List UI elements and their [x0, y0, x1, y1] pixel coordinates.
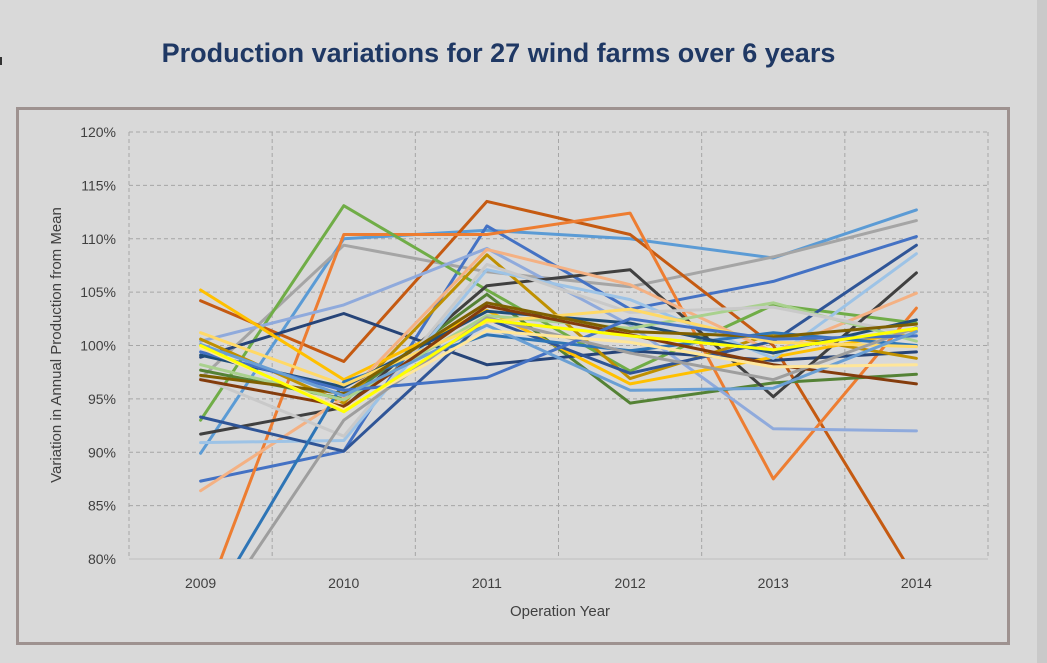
series-line [199, 262, 918, 438]
series-line [199, 317, 918, 392]
series-line [219, 211, 918, 559]
right-edge-panel [1037, 0, 1047, 663]
series-line [199, 318, 918, 414]
series-line [199, 252, 918, 445]
series-line [199, 243, 918, 453]
series-line [199, 301, 918, 395]
y-tick-label: 110% [81, 231, 116, 247]
x-tick-label: 2009 [185, 575, 216, 591]
series-line [199, 323, 918, 398]
x-tick-label: 2011 [472, 575, 502, 591]
edge-mark [0, 57, 2, 65]
series-line [199, 307, 918, 387]
y-tick-label: 100% [80, 338, 116, 354]
series-line [199, 301, 918, 402]
series-line [199, 219, 918, 381]
x-tick-label: 2013 [758, 575, 789, 591]
y-tick-label: 90% [88, 444, 116, 460]
chart-title: Production variations for 27 wind farms … [161, 38, 836, 68]
series-layer [199, 199, 918, 559]
y-tick-label: 85% [88, 498, 116, 514]
y-tick-label: 115% [81, 177, 116, 193]
series-line [199, 199, 906, 559]
y-tick-label: 80% [88, 551, 116, 567]
y-axis-title: Variation in Annual Production from Mean [48, 207, 65, 483]
y-tick-label: 95% [88, 391, 116, 407]
x-tick-label: 2012 [615, 575, 646, 591]
x-tick-label: 2014 [901, 575, 932, 591]
y-tick-label: 105% [80, 284, 116, 300]
series-line [199, 246, 918, 433]
label-layer: 80% 85% 90% 95% 100% 105% 110% 115% 120% 2009 2010… [80, 124, 932, 591]
x-axis-title: Operation Year [510, 603, 610, 620]
x-tick-label: 2010 [328, 575, 359, 591]
y-tick-label: 120% [80, 124, 116, 140]
